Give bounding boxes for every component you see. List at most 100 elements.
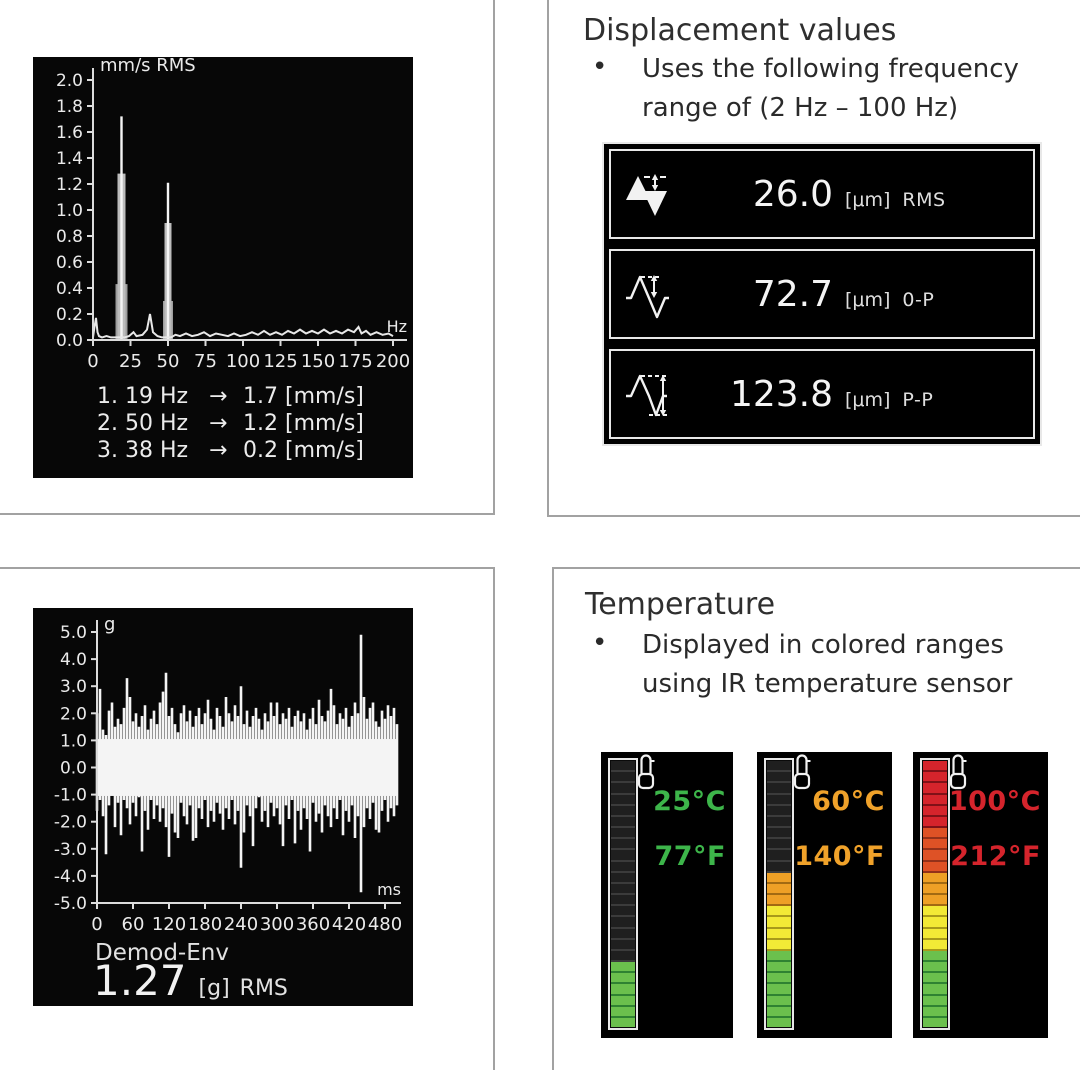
peak-row: 1. 19 Hz → 1.7 [mm/s] (97, 383, 364, 410)
gauge-segment-dark (611, 883, 635, 896)
gauge-segment-yellow (923, 939, 947, 951)
gauge-segment-orangered (923, 850, 947, 862)
peak-list: 1. 19 Hz → 1.7 [mm/s] 2. 50 Hz → 1.2 [mm… (97, 383, 364, 464)
gauge-segment-green (767, 962, 791, 974)
displacement-value: 72.7 (752, 273, 833, 315)
thermometer-icon (949, 754, 967, 790)
rms-type: RMS (239, 976, 288, 1001)
displacement-value: 123.8 (729, 373, 833, 415)
gauge-segment-dark (611, 794, 635, 806)
displacement-value: 26.0 (752, 173, 833, 215)
peak-to-peak-wave-icon (626, 374, 669, 417)
gauge-segment-yellow (767, 928, 791, 940)
peak-rank-frequency: 3. 38 Hz (97, 438, 189, 463)
gauge-segment-dark (611, 816, 635, 829)
gauge-segment-yellow (923, 906, 947, 918)
temperature-segment-stack (923, 761, 947, 1028)
temperature-gauge-green: 25°C 77°F (601, 752, 733, 1038)
rms-unit: [g] (198, 976, 230, 1001)
gauge-segment-green (923, 962, 947, 974)
chart-text: 1.8 (56, 97, 83, 117)
gauge-segment-orange (923, 872, 947, 884)
gauge-segment-green (767, 950, 791, 963)
gauge-segment-dark (611, 839, 635, 851)
chart-text: -3.0 (54, 840, 87, 860)
gauge-segment-dark (767, 772, 791, 784)
peak-rank-frequency: 2. 50 Hz (97, 411, 189, 436)
temperature-celsius: 100°C (948, 786, 1041, 817)
gauge-segment-dark (611, 761, 635, 773)
gauge-segment-dark (767, 861, 791, 873)
chart-text: 125 (263, 351, 297, 372)
readout-row: 123.8 [μm] P-P (683, 374, 1033, 415)
chart-text: 0.0 (56, 331, 83, 351)
displacement-rms-readout: 26.0 [μm] RMS (609, 149, 1035, 239)
gauge-segment-yellow (767, 906, 791, 918)
gauge-segment-orange (923, 883, 947, 896)
rms-value: 1.27 (93, 956, 187, 1005)
peak-amplitude: 1.7 [mm/s] (243, 384, 364, 409)
chart-text: Hz (387, 317, 407, 336)
gauge-segment-orange (767, 895, 791, 907)
zero-to-peak-wave-icon (626, 275, 669, 319)
peak-row: 3. 38 Hz → 0.2 [mm/s] (97, 437, 364, 464)
demod-envelope-display: 5.0 4.0 3.0 2.0 1.0 0.0 -1.0 -2.0 -3.0 -4.0 -5.0 0 6… (33, 608, 413, 1006)
gauge-segment-orange (767, 883, 791, 896)
chart-text: 0 (91, 914, 102, 935)
chart-text: ms (377, 880, 401, 899)
chart-text: 100 (226, 351, 260, 372)
chart-text: 0.8 (56, 227, 83, 247)
gauge-segment-red (923, 794, 947, 806)
chart-text: 480 (368, 914, 402, 935)
chart-text: 1.0 (60, 731, 87, 751)
bullet-line: Uses the following frequency (642, 54, 1019, 84)
gauge-segment-dark (611, 939, 635, 951)
displacement-type: 0-P (902, 288, 935, 311)
gauge-segment-orangered (923, 839, 947, 851)
gauge-segment-yellow (923, 917, 947, 929)
gauge-segment-dark (611, 850, 635, 862)
chart-text: 1.0 (56, 201, 83, 221)
gauge-segment-dark (611, 861, 635, 873)
gauge-segment-dark (767, 761, 791, 773)
gauge-segment-green (611, 962, 635, 974)
gauge-segment-orange (923, 895, 947, 907)
temperature-bullet-text: Displayed in colored ranges using IR tem… (642, 626, 1012, 704)
gauge-segment-dark (611, 828, 635, 840)
velocity-spectrum-display: 2.0 1.8 1.6 1.4 1.2 1.0 0.8 0.6 0.4 0.2 0.0 0 25 50 75… (33, 55, 413, 478)
measurement-source-label: Demod-Env (95, 940, 229, 966)
chart-text: 120 (152, 914, 186, 935)
gauge-segment-green (923, 1017, 947, 1028)
gauge-segment-yellow (923, 928, 947, 940)
rms-wave-icon (626, 174, 667, 216)
chart-text: 3.0 (60, 677, 87, 697)
gauge-segment-green (611, 995, 635, 1007)
chart-text: 75 (194, 351, 217, 372)
chart-text: 150 (301, 351, 335, 372)
gauge-segment-dark (767, 783, 791, 795)
gauge-segment-green (923, 995, 947, 1007)
temperature-segment-stack (611, 761, 635, 1028)
gauge-segment-green (923, 973, 947, 985)
chart-text: 420 (332, 914, 366, 935)
readout-row: 26.0 [μm] RMS (683, 174, 1033, 215)
gauge-segment-dark (611, 895, 635, 907)
gauge-segment-red (923, 761, 947, 773)
displacement-type: P-P (902, 388, 934, 411)
gauge-segment-dark (611, 805, 635, 817)
gauge-segment-dark (767, 839, 791, 851)
temperature-fahrenheit: 140°F (794, 841, 885, 872)
peak-row: 2. 50 Hz → 1.2 [mm/s] (97, 410, 364, 437)
chart-polyline (92, 313, 394, 339)
velocity-spectrum-chart: 2.0 1.8 1.6 1.4 1.2 1.0 0.8 0.6 0.4 0.2 0.00 25 50 75… (56, 55, 410, 372)
chart-text: -2.0 (54, 813, 87, 833)
gauge-segment-dark (767, 794, 791, 806)
chart-text: 50 (157, 351, 180, 372)
chart-text: 1.2 (56, 175, 83, 195)
page-title-displacement: Displacement values (583, 13, 897, 48)
chart-text: -4.0 (54, 867, 87, 887)
displacement-zero-to-peak-readout: 72.7 [μm] 0-P (609, 249, 1035, 339)
gauge-segment-orange (767, 872, 791, 884)
chart-text: 2.0 (56, 71, 83, 91)
